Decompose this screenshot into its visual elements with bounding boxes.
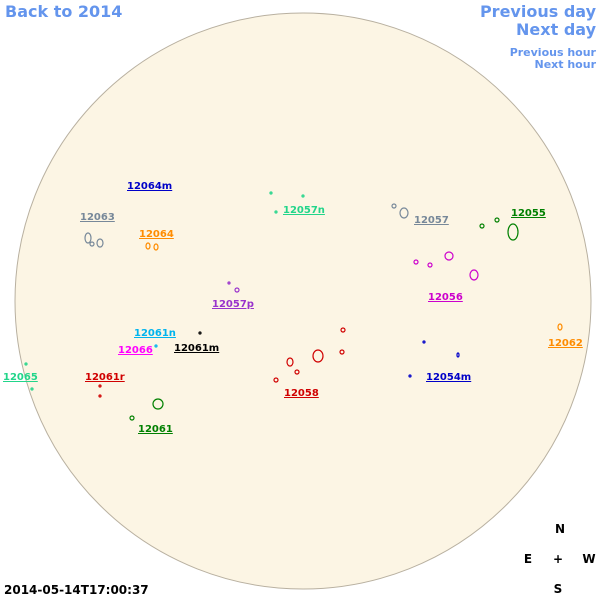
- previous-hour-link[interactable]: Previous hour: [510, 46, 597, 59]
- sunspot: [24, 362, 28, 366]
- sunspot: [557, 323, 563, 331]
- sunspot: [274, 210, 278, 214]
- sunspot: [145, 242, 151, 250]
- sunspot: [129, 415, 135, 421]
- region-label: 12065: [3, 372, 38, 383]
- region-label: 12058: [284, 388, 319, 399]
- sunspot: [301, 194, 305, 198]
- sunspot: [84, 232, 92, 244]
- back-link[interactable]: Back to 2014: [5, 2, 122, 21]
- compass-n: N: [555, 522, 565, 536]
- sunspot: [96, 238, 104, 248]
- region-label: 12062: [548, 338, 583, 349]
- region-label: 12061r: [85, 372, 125, 383]
- sunspot: [273, 377, 279, 383]
- sunspot: [154, 344, 158, 348]
- compass-e: E: [524, 552, 532, 566]
- sunspot: [198, 331, 202, 335]
- region-label: 12061n: [134, 328, 176, 339]
- sunspot: [444, 251, 454, 261]
- region-label: 12054m: [426, 372, 471, 383]
- sunspot: [312, 349, 324, 363]
- compass-center: +: [553, 552, 563, 566]
- region-label: 12063: [80, 212, 115, 223]
- sunspot: [469, 269, 479, 281]
- sunspot: [227, 281, 231, 285]
- sunspot: [98, 394, 102, 398]
- region-label: 12061: [138, 424, 173, 435]
- region-label: 12066: [118, 345, 153, 356]
- region-label: 12057n: [283, 205, 325, 216]
- sunspot: [152, 398, 164, 410]
- region-label: 12064m: [127, 181, 172, 192]
- sunspot: [30, 387, 34, 391]
- sunspot: [269, 191, 273, 195]
- sunspot: [456, 352, 460, 358]
- timestamp: 2014-05-14T17:00:37: [4, 583, 149, 597]
- sunspot: [89, 241, 95, 247]
- region-label: 12056: [428, 292, 463, 303]
- sunspot: [479, 223, 485, 229]
- next-hour-link[interactable]: Next hour: [535, 58, 597, 71]
- compass-s: S: [554, 582, 563, 596]
- region-label: 12061m: [174, 343, 219, 354]
- next-day-link[interactable]: Next day: [516, 20, 597, 39]
- sunspot: [294, 369, 300, 375]
- sunspot: [234, 287, 240, 293]
- sunspot: [408, 374, 412, 378]
- region-label: 12057: [414, 215, 449, 226]
- sunspot: [391, 203, 397, 209]
- sunspot: [507, 223, 519, 241]
- sunspot: [153, 243, 159, 251]
- sunspot: [339, 349, 345, 355]
- region-label: 12064: [139, 229, 174, 240]
- sunspot: [399, 207, 409, 219]
- compass-w: W: [582, 552, 595, 566]
- sunspot: [427, 262, 433, 268]
- region-label: 12057p: [212, 299, 254, 310]
- sunspot: [422, 340, 426, 344]
- solar-disk: [14, 12, 592, 590]
- region-label: 12055: [511, 208, 546, 219]
- sunspot: [98, 384, 102, 388]
- previous-day-link[interactable]: Previous day: [480, 2, 597, 21]
- sunspot: [340, 327, 346, 333]
- sunspot: [413, 259, 419, 265]
- sunspot: [286, 357, 294, 367]
- sunspot: [494, 217, 500, 223]
